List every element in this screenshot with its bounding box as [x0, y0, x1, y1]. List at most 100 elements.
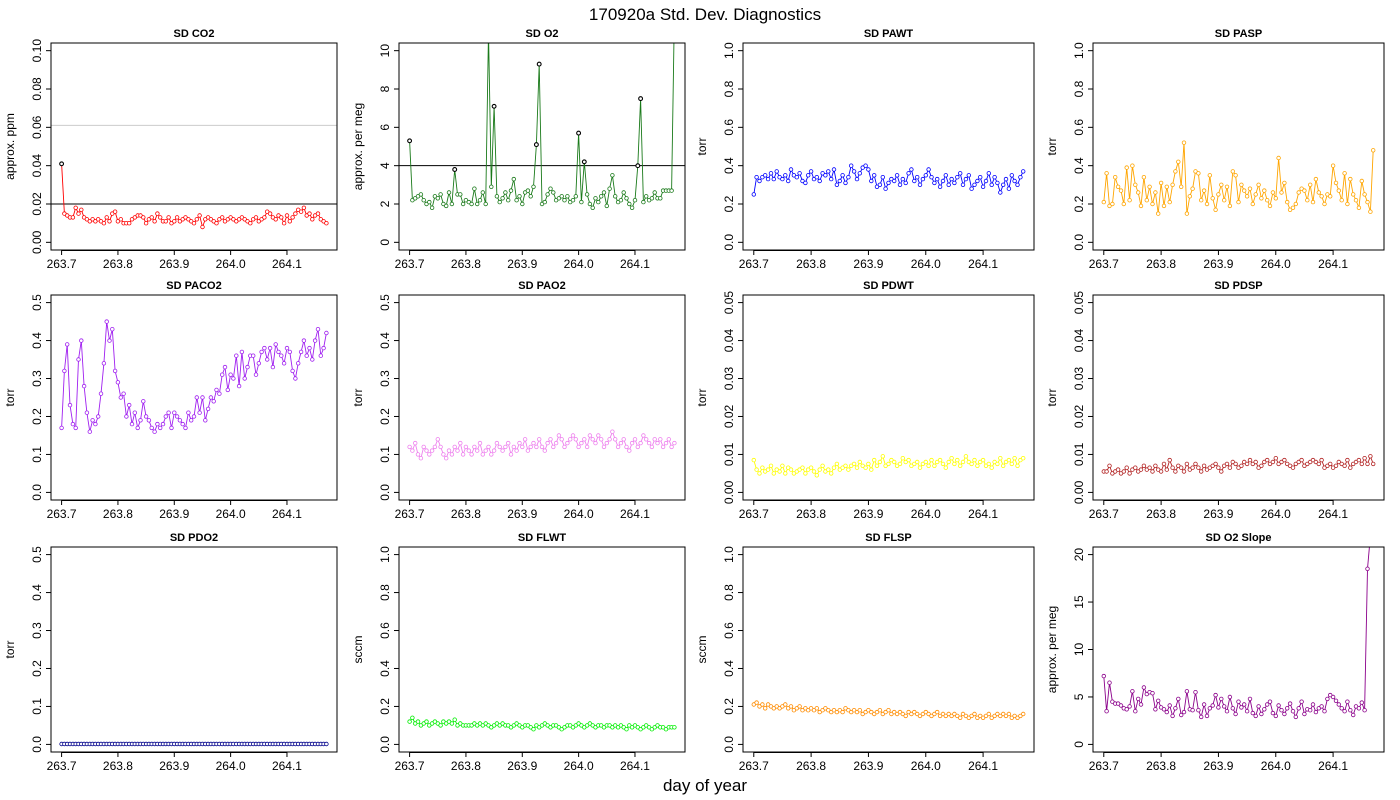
data-point [191, 414, 197, 419]
data-point [281, 361, 287, 366]
panel-title: SD PAWT [864, 28, 914, 40]
data-point [87, 429, 92, 434]
data-point [1224, 709, 1230, 714]
data-point [1164, 184, 1169, 189]
data-point [1276, 155, 1281, 161]
data-point [76, 211, 81, 216]
data-point [1012, 456, 1017, 461]
data-point [95, 414, 101, 419]
data-point [1184, 689, 1190, 694]
data-point [1216, 465, 1221, 470]
x-tick-label: 263.9 [507, 507, 537, 521]
data-point [1253, 192, 1258, 197]
data-point [1356, 706, 1362, 711]
plot-frame [742, 546, 1035, 753]
data-point [1259, 196, 1264, 201]
data-point [73, 205, 78, 210]
x-tick-label: 263.9 [507, 257, 537, 271]
data-point [200, 224, 205, 230]
data-point [324, 220, 329, 226]
data-point [1239, 182, 1244, 187]
data-point [1359, 700, 1364, 705]
data-point [607, 186, 612, 191]
data-point [1302, 188, 1307, 193]
y-tick-label: 0.0 [30, 484, 44, 501]
data-point [228, 372, 233, 377]
data-point [834, 182, 840, 187]
data-point [978, 174, 983, 180]
data-point [582, 437, 587, 442]
x-tick-label: 263.7 [47, 507, 77, 521]
data-point [432, 194, 438, 199]
data-point [960, 182, 966, 187]
data-point [435, 437, 440, 442]
data-point [1210, 196, 1215, 201]
data-point [874, 184, 880, 189]
data-point [531, 184, 536, 189]
data-point [788, 704, 794, 709]
data-point [590, 437, 595, 442]
data-point [903, 180, 908, 186]
y-tick-label: 0.4 [30, 584, 44, 601]
data-point [635, 444, 640, 450]
y-axis-label: approx. per meg [351, 103, 365, 190]
data-point [1178, 465, 1184, 470]
data-point [183, 425, 188, 431]
data-point [497, 199, 502, 205]
data-point [863, 163, 868, 168]
data-point [797, 171, 802, 176]
x-tick-label: 264.0 [216, 507, 246, 521]
data-point [892, 178, 897, 184]
data-point [579, 440, 584, 446]
data-point [1133, 709, 1138, 714]
data-point [584, 192, 590, 197]
data-point [551, 444, 556, 450]
data-point [610, 173, 615, 178]
panel-title: SD PDO2 [170, 532, 218, 544]
data-point [783, 702, 788, 707]
data-point [903, 713, 908, 719]
x-tick-label: 264.0 [911, 759, 941, 773]
panel-10: SD FLSP sccm 263.7 263.8 263.9 264.0 264.1 0.0 0… [695, 532, 1035, 773]
data-point [1264, 457, 1270, 463]
data-point [849, 163, 854, 168]
data-point [897, 182, 903, 187]
data-point [81, 383, 87, 389]
data-point [963, 454, 969, 459]
data-point [284, 345, 290, 351]
data-point [1015, 463, 1020, 468]
data-point [525, 448, 531, 453]
y-tick-label: 0.0 [378, 736, 392, 753]
figure-title: 170920a Std. Dev. Diagnostics [589, 5, 821, 24]
data-point [265, 357, 270, 362]
data-point [1339, 706, 1344, 711]
data-point [279, 215, 284, 220]
data-point [1365, 199, 1370, 205]
data-point [1305, 197, 1310, 203]
x-tick-label: 263.7 [395, 759, 425, 773]
data-point [472, 444, 477, 450]
data-point [444, 203, 449, 209]
y-tick-label: 4 [378, 162, 392, 169]
data-point [1164, 467, 1169, 472]
data-point [763, 706, 768, 711]
data-point [1198, 714, 1204, 720]
data-point [1021, 169, 1026, 174]
data-point [205, 406, 211, 412]
data-point [621, 190, 626, 195]
data-point [811, 469, 817, 474]
y-axis-label: torr [695, 137, 709, 155]
data-point [458, 192, 463, 197]
data-point [1219, 696, 1224, 702]
data-point [562, 444, 567, 450]
data-point [1124, 465, 1129, 470]
data-point [1282, 180, 1287, 186]
y-tick-label: 0.2 [1072, 195, 1086, 212]
data-point [163, 414, 168, 419]
y-tick-label: 0.00 [1072, 480, 1086, 504]
data-point [1130, 163, 1135, 168]
data-point [1190, 708, 1195, 713]
data-point [972, 182, 977, 187]
panel-title: SD O2 Slope [1205, 532, 1271, 544]
data-point [1250, 710, 1255, 716]
